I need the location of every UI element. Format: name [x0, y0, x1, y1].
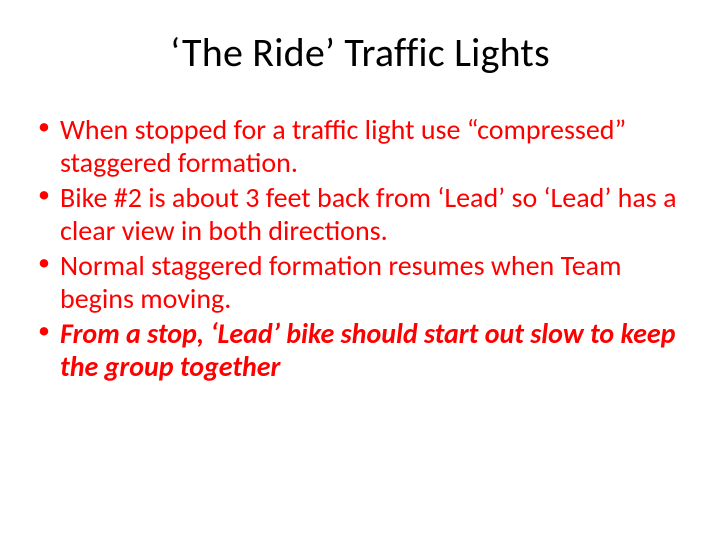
slide-title: ‘The Ride’ Traffic Lights	[32, 28, 688, 77]
list-item: From a stop, ‘Lead’ bike should start ou…	[32, 317, 688, 383]
list-item: Bike #2 is about 3 feet back from ‘Lead’…	[32, 181, 688, 247]
bullet-text: When stopped for a traffic light use “co…	[60, 112, 626, 180]
bullet-text: Bike #2 is about 3 feet back from ‘Lead’…	[60, 180, 676, 248]
bullet-text: From a stop, ‘Lead’ bike should start ou…	[60, 316, 675, 384]
bullet-text: Normal staggered formation resumes when …	[60, 248, 621, 316]
list-item: When stopped for a traffic light use “co…	[32, 113, 688, 179]
bullet-list: When stopped for a traffic light use “co…	[32, 113, 688, 383]
list-item: Normal staggered formation resumes when …	[32, 249, 688, 315]
